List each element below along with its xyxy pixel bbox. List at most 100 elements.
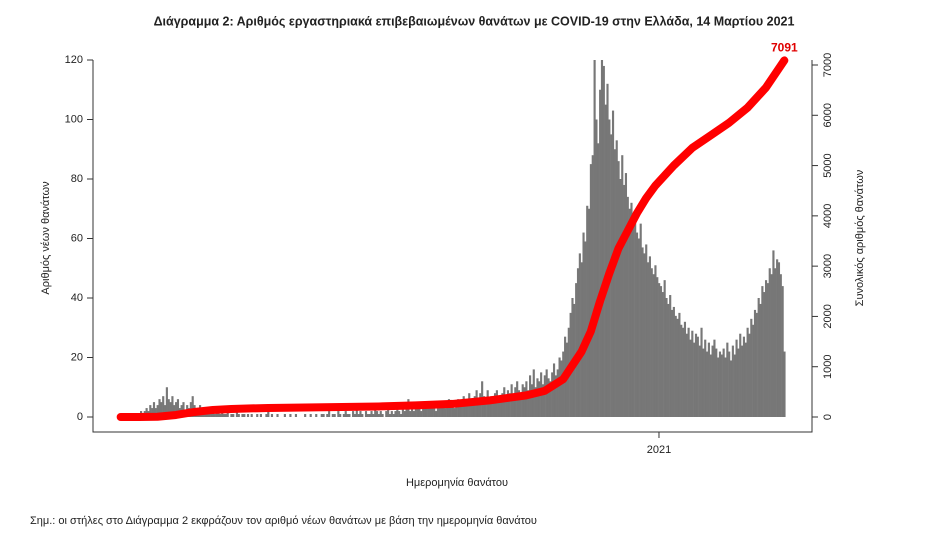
- bar: [752, 324, 755, 417]
- bar: [724, 357, 727, 417]
- bar: [669, 295, 672, 417]
- bar: [217, 411, 220, 417]
- y-tick-label: 120: [65, 54, 83, 66]
- bar: [680, 324, 683, 417]
- bar: [339, 414, 342, 417]
- line-value-label: 7091: [771, 41, 798, 55]
- bar: [718, 351, 722, 417]
- axis-frame: [92, 60, 813, 433]
- bar: [674, 315, 677, 417]
- bar: [167, 399, 170, 417]
- bar: [495, 390, 498, 417]
- bar: [493, 393, 497, 417]
- bar: [685, 333, 688, 417]
- bar: [634, 214, 637, 417]
- bar: [722, 348, 725, 417]
- bar: [702, 348, 705, 417]
- bar: [328, 411, 331, 417]
- bar: [416, 408, 419, 417]
- bar: [619, 179, 622, 417]
- y-tick-label: 40: [71, 292, 83, 304]
- bar: [488, 402, 491, 417]
- bar: [169, 402, 172, 417]
- bar: [713, 339, 716, 417]
- bar: [580, 262, 583, 417]
- cumulative-line: [116, 56, 789, 421]
- bar: [370, 411, 373, 417]
- bar: [453, 408, 456, 417]
- bar: [748, 333, 751, 417]
- bar: [422, 408, 425, 417]
- bar: [691, 330, 694, 417]
- bar: [355, 408, 358, 417]
- bar: [764, 280, 768, 417]
- bar: [396, 408, 399, 417]
- bar: [744, 342, 747, 417]
- bar: [705, 351, 709, 417]
- x-tick-label: 2021: [647, 444, 671, 456]
- bar: [575, 283, 578, 417]
- bar: [519, 393, 522, 417]
- y2-tick-label: 4000: [822, 204, 834, 228]
- bar: [398, 411, 401, 417]
- bar: [304, 414, 307, 417]
- bar: [414, 405, 417, 417]
- bar: [648, 256, 651, 417]
- bar: [230, 414, 233, 417]
- bar: [672, 306, 675, 417]
- bar: [458, 405, 462, 417]
- bar: [593, 60, 596, 417]
- bar: [246, 414, 250, 417]
- bar: [222, 414, 226, 417]
- bar: [409, 411, 412, 417]
- bar: [361, 414, 364, 417]
- y2-tick-label: 2000: [822, 304, 834, 328]
- bar: [464, 402, 467, 417]
- bar: [294, 414, 298, 417]
- bar: [309, 414, 312, 417]
- bar: [602, 65, 605, 417]
- bar: [267, 411, 270, 417]
- bar: [221, 411, 224, 417]
- bar: [151, 408, 154, 417]
- bar: [637, 238, 640, 417]
- bar: [320, 414, 323, 417]
- bar: [405, 408, 408, 417]
- bar: [235, 411, 239, 417]
- bar: [770, 274, 773, 417]
- bar: [591, 155, 594, 417]
- bar: [206, 414, 209, 417]
- bar: [772, 250, 775, 417]
- bar: [390, 411, 393, 417]
- bar: [403, 411, 406, 417]
- bar: [715, 348, 718, 417]
- bar: [659, 286, 663, 417]
- bar: [344, 411, 347, 417]
- bar: [589, 164, 592, 417]
- bar: [348, 414, 351, 417]
- bar: [630, 202, 633, 417]
- bar: [700, 327, 703, 417]
- bar: [626, 196, 629, 417]
- y-tick-label: 0: [77, 411, 83, 423]
- bar: [549, 381, 552, 417]
- bar: [158, 399, 161, 417]
- bar: [387, 408, 390, 417]
- bar: [678, 312, 681, 417]
- bar: [741, 345, 744, 417]
- bar: [219, 414, 222, 417]
- bar: [661, 292, 664, 417]
- bar: [449, 402, 452, 417]
- bar: [392, 414, 395, 417]
- bar: [578, 253, 581, 417]
- bar: [501, 393, 504, 417]
- bar: [735, 339, 738, 417]
- bar: [645, 244, 648, 417]
- bar: [556, 369, 559, 417]
- bar: [658, 283, 661, 417]
- bar: [582, 232, 585, 417]
- bar: [322, 414, 325, 417]
- bar: [641, 247, 644, 417]
- bar: [160, 402, 163, 417]
- bar: [388, 414, 392, 417]
